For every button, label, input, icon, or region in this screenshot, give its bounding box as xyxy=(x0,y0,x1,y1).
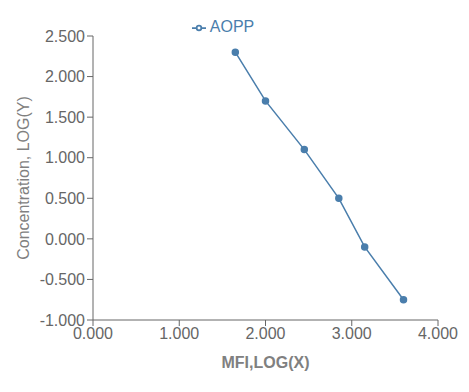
svg-text:1.000: 1.000 xyxy=(45,149,85,166)
svg-text:2.500: 2.500 xyxy=(45,28,85,45)
svg-text:0.000: 0.000 xyxy=(45,231,85,248)
svg-text:1.000: 1.000 xyxy=(159,325,199,342)
html-text:AOPP: AOPP xyxy=(209,18,255,35)
svg-text:-0.500: -0.500 xyxy=(40,271,85,288)
svg-text:4.000: 4.000 xyxy=(418,325,458,342)
svg-text:0.500: 0.500 xyxy=(45,190,85,207)
svg-text:Concentration, LOG(Y): Concentration, LOG(Y) xyxy=(15,96,32,260)
svg-text:-1.000: -1.000 xyxy=(40,312,85,329)
svg-text:MFI,LOG(X): MFI,LOG(X) xyxy=(222,354,310,371)
svg-text:1.500: 1.500 xyxy=(45,109,85,126)
svg-text:3.000: 3.000 xyxy=(332,325,372,342)
svg-text:0.000: 0.000 xyxy=(73,325,113,343)
svg-text:2.000: 2.000 xyxy=(245,325,285,342)
svg-text:2.000: 2.000 xyxy=(45,68,85,85)
